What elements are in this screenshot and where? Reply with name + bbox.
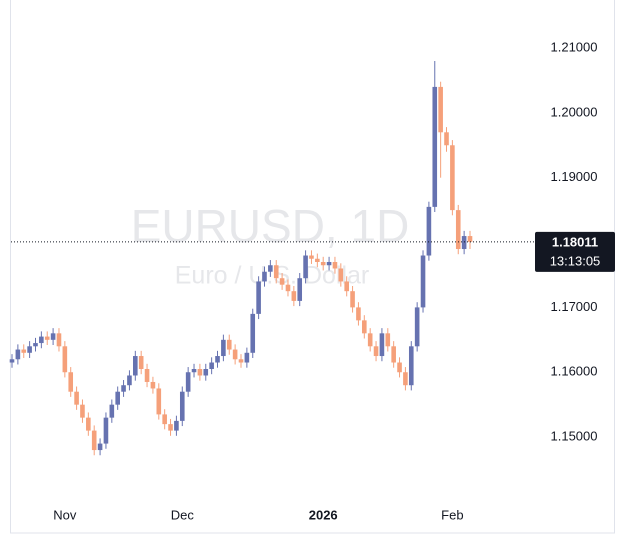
candle-body xyxy=(138,356,144,370)
y-tick-label: 1.15000 xyxy=(551,429,598,444)
candle-body xyxy=(432,86,438,207)
candle-body xyxy=(133,356,138,376)
candle-body xyxy=(356,307,361,321)
candle-body xyxy=(391,346,396,363)
candle-body xyxy=(91,430,97,451)
candle-body xyxy=(127,375,132,386)
candle-body xyxy=(408,346,414,386)
candle-body xyxy=(338,268,344,282)
candle-body xyxy=(344,281,349,292)
y-tick-label: 1.20000 xyxy=(551,104,598,119)
candle-body xyxy=(174,420,179,431)
candle-body xyxy=(467,236,473,242)
candle-body xyxy=(215,356,220,363)
candle-body xyxy=(350,291,355,308)
candle-body xyxy=(27,346,32,353)
candle-body xyxy=(39,336,44,344)
candle-body xyxy=(461,236,467,250)
candle-body xyxy=(297,278,303,301)
candle-body xyxy=(403,372,408,386)
x-tick-label: Feb xyxy=(441,507,463,522)
candle-body xyxy=(397,362,402,373)
x-tick-label: Dec xyxy=(171,507,195,522)
candle-body xyxy=(426,206,432,256)
candle-body xyxy=(103,417,109,444)
y-tick-label: 1.17000 xyxy=(551,299,598,314)
candle-body xyxy=(97,443,103,451)
candle-body xyxy=(414,307,420,347)
y-tick-label: 1.19000 xyxy=(551,169,598,184)
candle-body xyxy=(250,313,256,353)
candle-body xyxy=(279,278,285,285)
candle-body xyxy=(309,255,314,259)
chart-frame xyxy=(10,0,615,534)
candle-body xyxy=(162,414,167,425)
candle-body xyxy=(168,424,173,431)
candle-body xyxy=(450,145,455,211)
candle-body xyxy=(256,281,261,314)
candle-body xyxy=(262,271,267,282)
candle-body xyxy=(203,369,209,376)
x-tick-label: Nov xyxy=(53,507,77,522)
candle-body xyxy=(9,359,15,363)
candle-body xyxy=(150,381,156,389)
candle-body xyxy=(86,417,91,431)
candle-body xyxy=(438,86,443,133)
candle-body xyxy=(115,391,120,405)
candle-body xyxy=(209,362,214,370)
last-price-box xyxy=(535,231,615,272)
candle-body xyxy=(33,343,38,347)
candle-body xyxy=(367,333,373,347)
candle-body xyxy=(144,369,150,382)
candle-body xyxy=(80,404,85,418)
candle-body xyxy=(303,255,308,279)
candle-body xyxy=(191,369,197,373)
candle-body xyxy=(332,261,338,269)
candle-body xyxy=(21,349,27,353)
candle-body xyxy=(156,388,162,415)
x-tick-label: 2026 xyxy=(309,507,338,522)
candle-body xyxy=(326,261,332,266)
watermark-title: EURUSD, 1D xyxy=(131,200,410,252)
candle-body xyxy=(268,265,273,272)
candle-body xyxy=(232,349,238,360)
candle-body xyxy=(179,391,185,421)
last-price-label: 1.18011 xyxy=(552,234,598,249)
candle-body xyxy=(50,333,56,340)
candle-body xyxy=(15,349,21,360)
candle-body xyxy=(285,284,291,292)
candle-body xyxy=(291,291,297,301)
candle-body xyxy=(273,265,279,279)
candle-body xyxy=(44,336,50,340)
countdown-label: 13:13:05 xyxy=(550,253,601,268)
candle-body xyxy=(362,320,367,334)
candle-body xyxy=(420,255,426,308)
candle-body xyxy=(315,258,320,262)
candle-body xyxy=(121,385,126,392)
candle-body xyxy=(226,339,232,350)
candle-body xyxy=(74,391,79,405)
y-tick-label: 1.16000 xyxy=(551,364,598,379)
candle-body xyxy=(373,346,379,357)
candle-body xyxy=(109,404,115,418)
candle-body xyxy=(244,352,250,363)
candle-body xyxy=(221,339,226,357)
candle-body xyxy=(455,210,461,250)
candle-body xyxy=(68,372,74,392)
candle-body xyxy=(444,132,449,146)
candle-body xyxy=(197,369,203,376)
candle-body xyxy=(238,359,244,363)
candle-body xyxy=(385,333,391,347)
candle-body xyxy=(62,346,68,373)
candle-body xyxy=(56,333,62,347)
y-tick-label: 1.21000 xyxy=(551,39,598,54)
candle-body xyxy=(379,333,385,357)
candle-body xyxy=(185,372,191,392)
candle-body xyxy=(320,261,326,266)
